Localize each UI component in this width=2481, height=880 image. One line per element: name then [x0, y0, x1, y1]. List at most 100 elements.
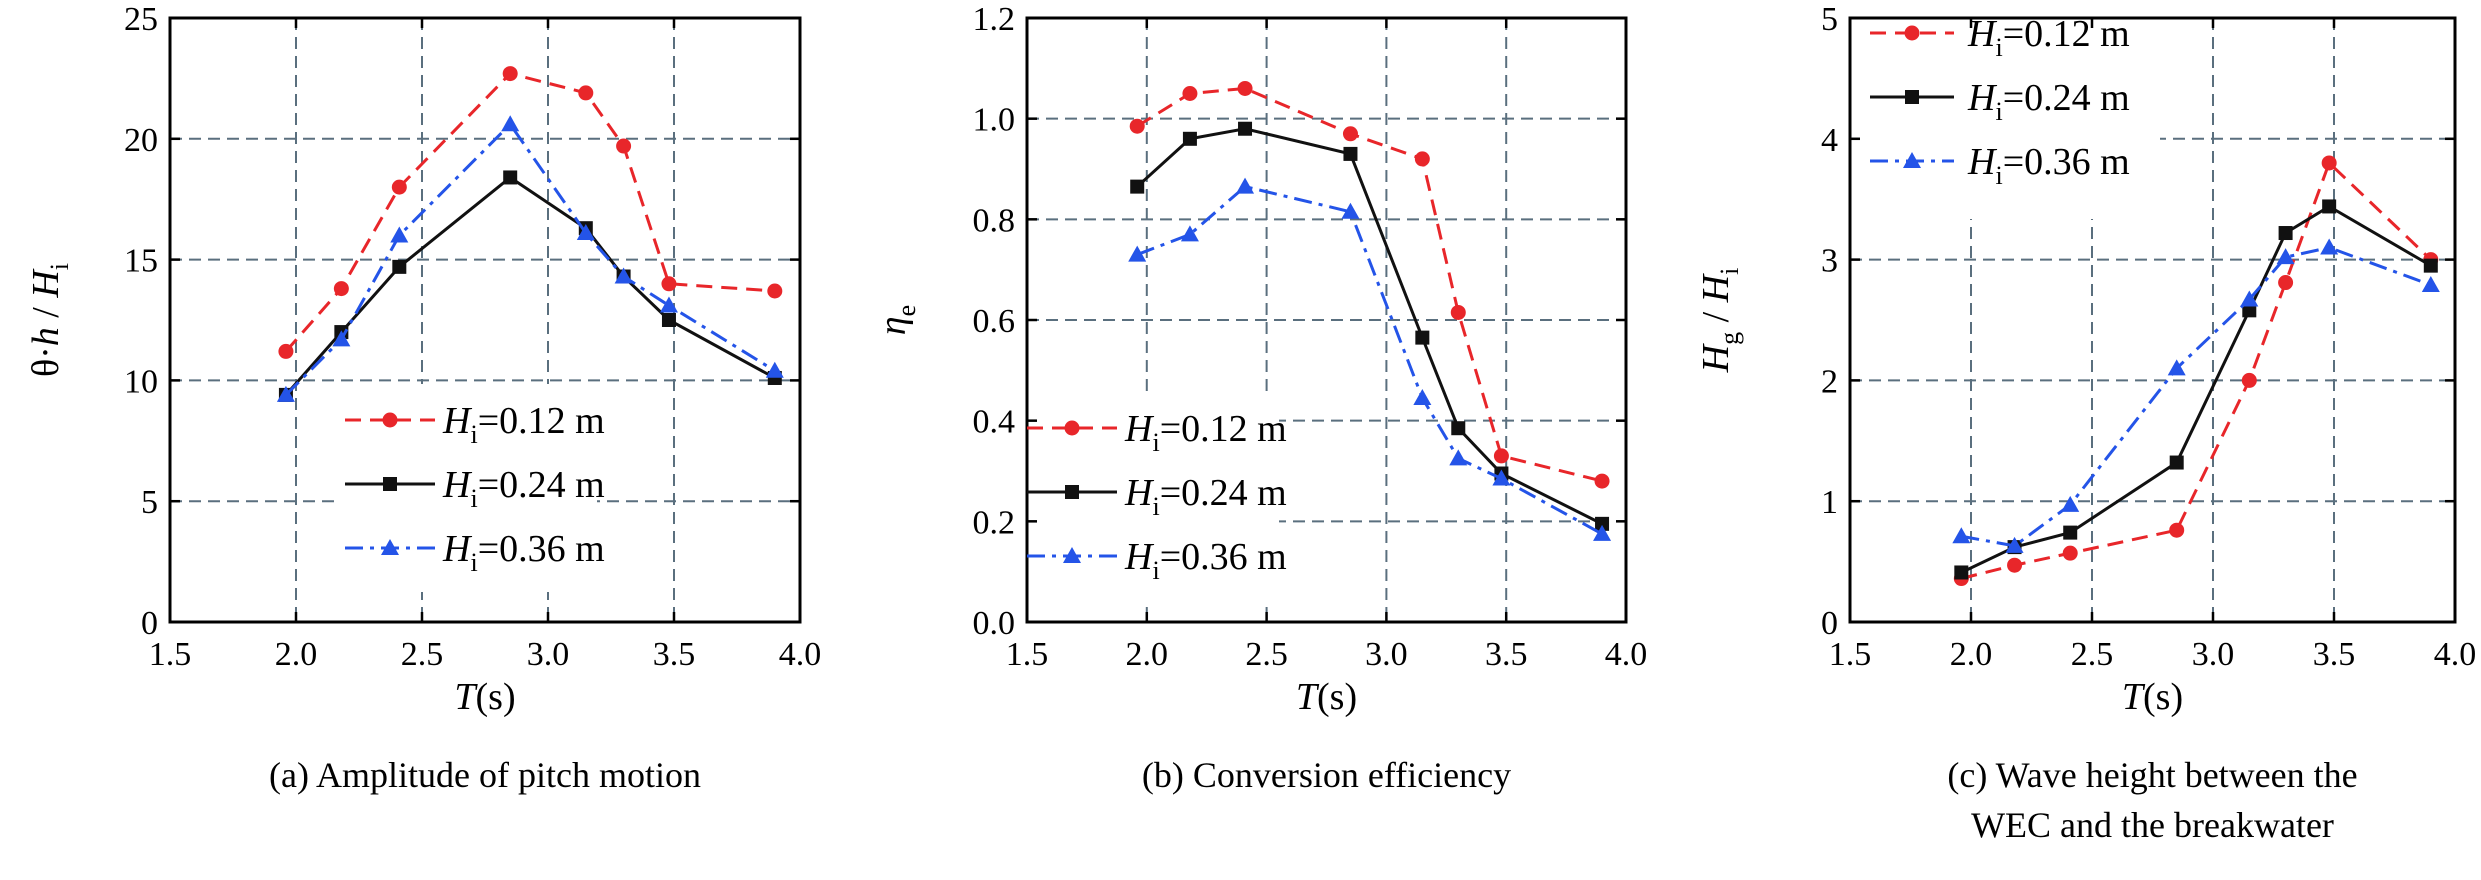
legend-label: Hi=0.12 m [1124, 408, 1287, 457]
y-tick-label: 1.0 [973, 102, 1016, 139]
y-tick-label: 0.4 [973, 404, 1016, 441]
series-line [1136, 86, 1603, 483]
y-axis-label-part: i [1715, 268, 1744, 275]
data-point [1128, 245, 1147, 262]
series-line [1960, 160, 2432, 580]
legend-label: Hi=0.36 m [442, 528, 605, 577]
data-point [391, 179, 407, 195]
data-point [1130, 179, 1145, 194]
series-1 [1129, 80, 1610, 489]
x-axis-label-var: T [454, 676, 478, 718]
legend-label-var: H [442, 464, 473, 506]
y-axis-label: Hg / Hi [1695, 268, 1744, 374]
chart-panel-2: 1.5 2.0 2.5 3.0 3.5 4.0 0.0 0.2 0.4 0.6 0.8 1.0 1.2 T… [872, 1, 1647, 795]
data-point [381, 539, 399, 555]
data-point [2322, 199, 2337, 214]
x-tick-label: 1.5 [1829, 636, 1872, 673]
data-point [578, 85, 594, 101]
data-point [2169, 522, 2185, 538]
legend-label-var: H [1124, 536, 1155, 578]
data-point [278, 343, 294, 359]
y-axis-label-part: H [1695, 342, 1737, 373]
x-tick-label: 2.5 [2071, 636, 2114, 673]
data-point [659, 296, 678, 313]
legend-label-sub: i [470, 420, 477, 449]
legend-label: Hi=0.24 m [442, 464, 605, 513]
y-tick-label: 0 [1821, 605, 1838, 642]
legend-background [1860, 7, 2160, 219]
legend-label-var: H [1124, 408, 1155, 450]
data-point [1343, 146, 1358, 161]
legend-label-var: H [1967, 13, 1998, 55]
data-point [1451, 421, 1466, 436]
data-point [1493, 448, 1509, 464]
data-point [1342, 126, 1358, 142]
data-point [2278, 226, 2293, 241]
legend-label-var: H [1124, 472, 1155, 514]
caption: (b) Conversion efficiency [1142, 755, 1511, 795]
legend-label-var: H [1967, 141, 1998, 183]
chart-panel-1: 1.5 2.0 2.5 3.0 3.5 4.0 0 5 10 15 20 25 T(s) θ·h / Hi… [25, 1, 821, 795]
y-axis-label-part: η [872, 316, 914, 335]
y-axis-label-part: / [1695, 302, 1737, 332]
legend-label-value: =0.12 m [478, 400, 605, 442]
x-axis-label-unit: (s) [1317, 676, 1357, 718]
data-point [1129, 118, 1145, 134]
series-2 [1130, 121, 1610, 531]
legend-label-value: =0.36 m [478, 528, 605, 570]
data-point [2423, 258, 2438, 273]
x-tick-label: 2.0 [1126, 636, 1169, 673]
data-point [1954, 565, 1969, 580]
series-2 [1954, 199, 2438, 580]
data-point [2061, 495, 2080, 512]
x-tick-label: 2.5 [401, 636, 444, 673]
legend-label: Hi=0.12 m [1967, 13, 2130, 62]
y-axis-label-part: i [45, 263, 74, 270]
series-1 [278, 66, 783, 359]
data-point [576, 224, 595, 241]
x-tick-label: 4.0 [779, 636, 822, 673]
y-tick-label: 3 [1821, 243, 1838, 280]
x-tick-label: 4.0 [1605, 636, 1648, 673]
caption-line: WEC and the breakwater [1971, 805, 2334, 845]
legend-label-value: =0.12 m [1160, 408, 1287, 450]
y-axis-label: θ·h / Hi [25, 263, 74, 377]
y-tick-label: 15 [124, 243, 158, 280]
y-tick-label: 0.0 [973, 605, 1016, 642]
data-point [1492, 469, 1511, 486]
data-point [616, 138, 632, 154]
x-axis-label: T(s) [1296, 676, 1357, 718]
series-1 [1953, 155, 2439, 587]
x-axis-label-var: T [1296, 676, 1320, 718]
legend-label-var: H [1967, 77, 1998, 119]
legend-label-value: =0.12 m [2003, 13, 2130, 55]
x-tick-label: 1.5 [149, 636, 192, 673]
caption-line: (c) Wave height between the [1947, 755, 2357, 795]
data-point [390, 226, 409, 243]
data-point [767, 283, 783, 299]
legend-label-value: =0.24 m [1160, 472, 1287, 514]
x-tick-label: 4.0 [2434, 636, 2477, 673]
legend-entry-3: Hi=0.36 m [345, 528, 605, 577]
x-tick-label: 3.5 [2313, 636, 2356, 673]
data-point [392, 259, 407, 274]
legend-label: Hi=0.24 m [1967, 77, 2130, 126]
x-tick-label: 2.0 [275, 636, 318, 673]
y-axis-label-part: g [1715, 332, 1744, 345]
series-line [284, 121, 776, 396]
legend-label-sub: i [470, 548, 477, 577]
data-point [1413, 389, 1432, 406]
series-3 [1128, 177, 1612, 541]
legend-entry-1: Hi=0.12 m [1027, 408, 1287, 457]
data-point [765, 361, 784, 378]
data-point [2242, 303, 2257, 318]
legend-entry-2: Hi=0.24 m [1870, 77, 2130, 126]
legend-entry-1: Hi=0.12 m [1870, 13, 2130, 62]
data-point [2276, 248, 2295, 265]
y-axis-label-part: e [892, 305, 921, 317]
data-point [2320, 238, 2339, 255]
series-line [1136, 184, 1603, 536]
y-tick-label: 5 [1821, 1, 1838, 38]
x-tick-label: 3.5 [653, 636, 696, 673]
